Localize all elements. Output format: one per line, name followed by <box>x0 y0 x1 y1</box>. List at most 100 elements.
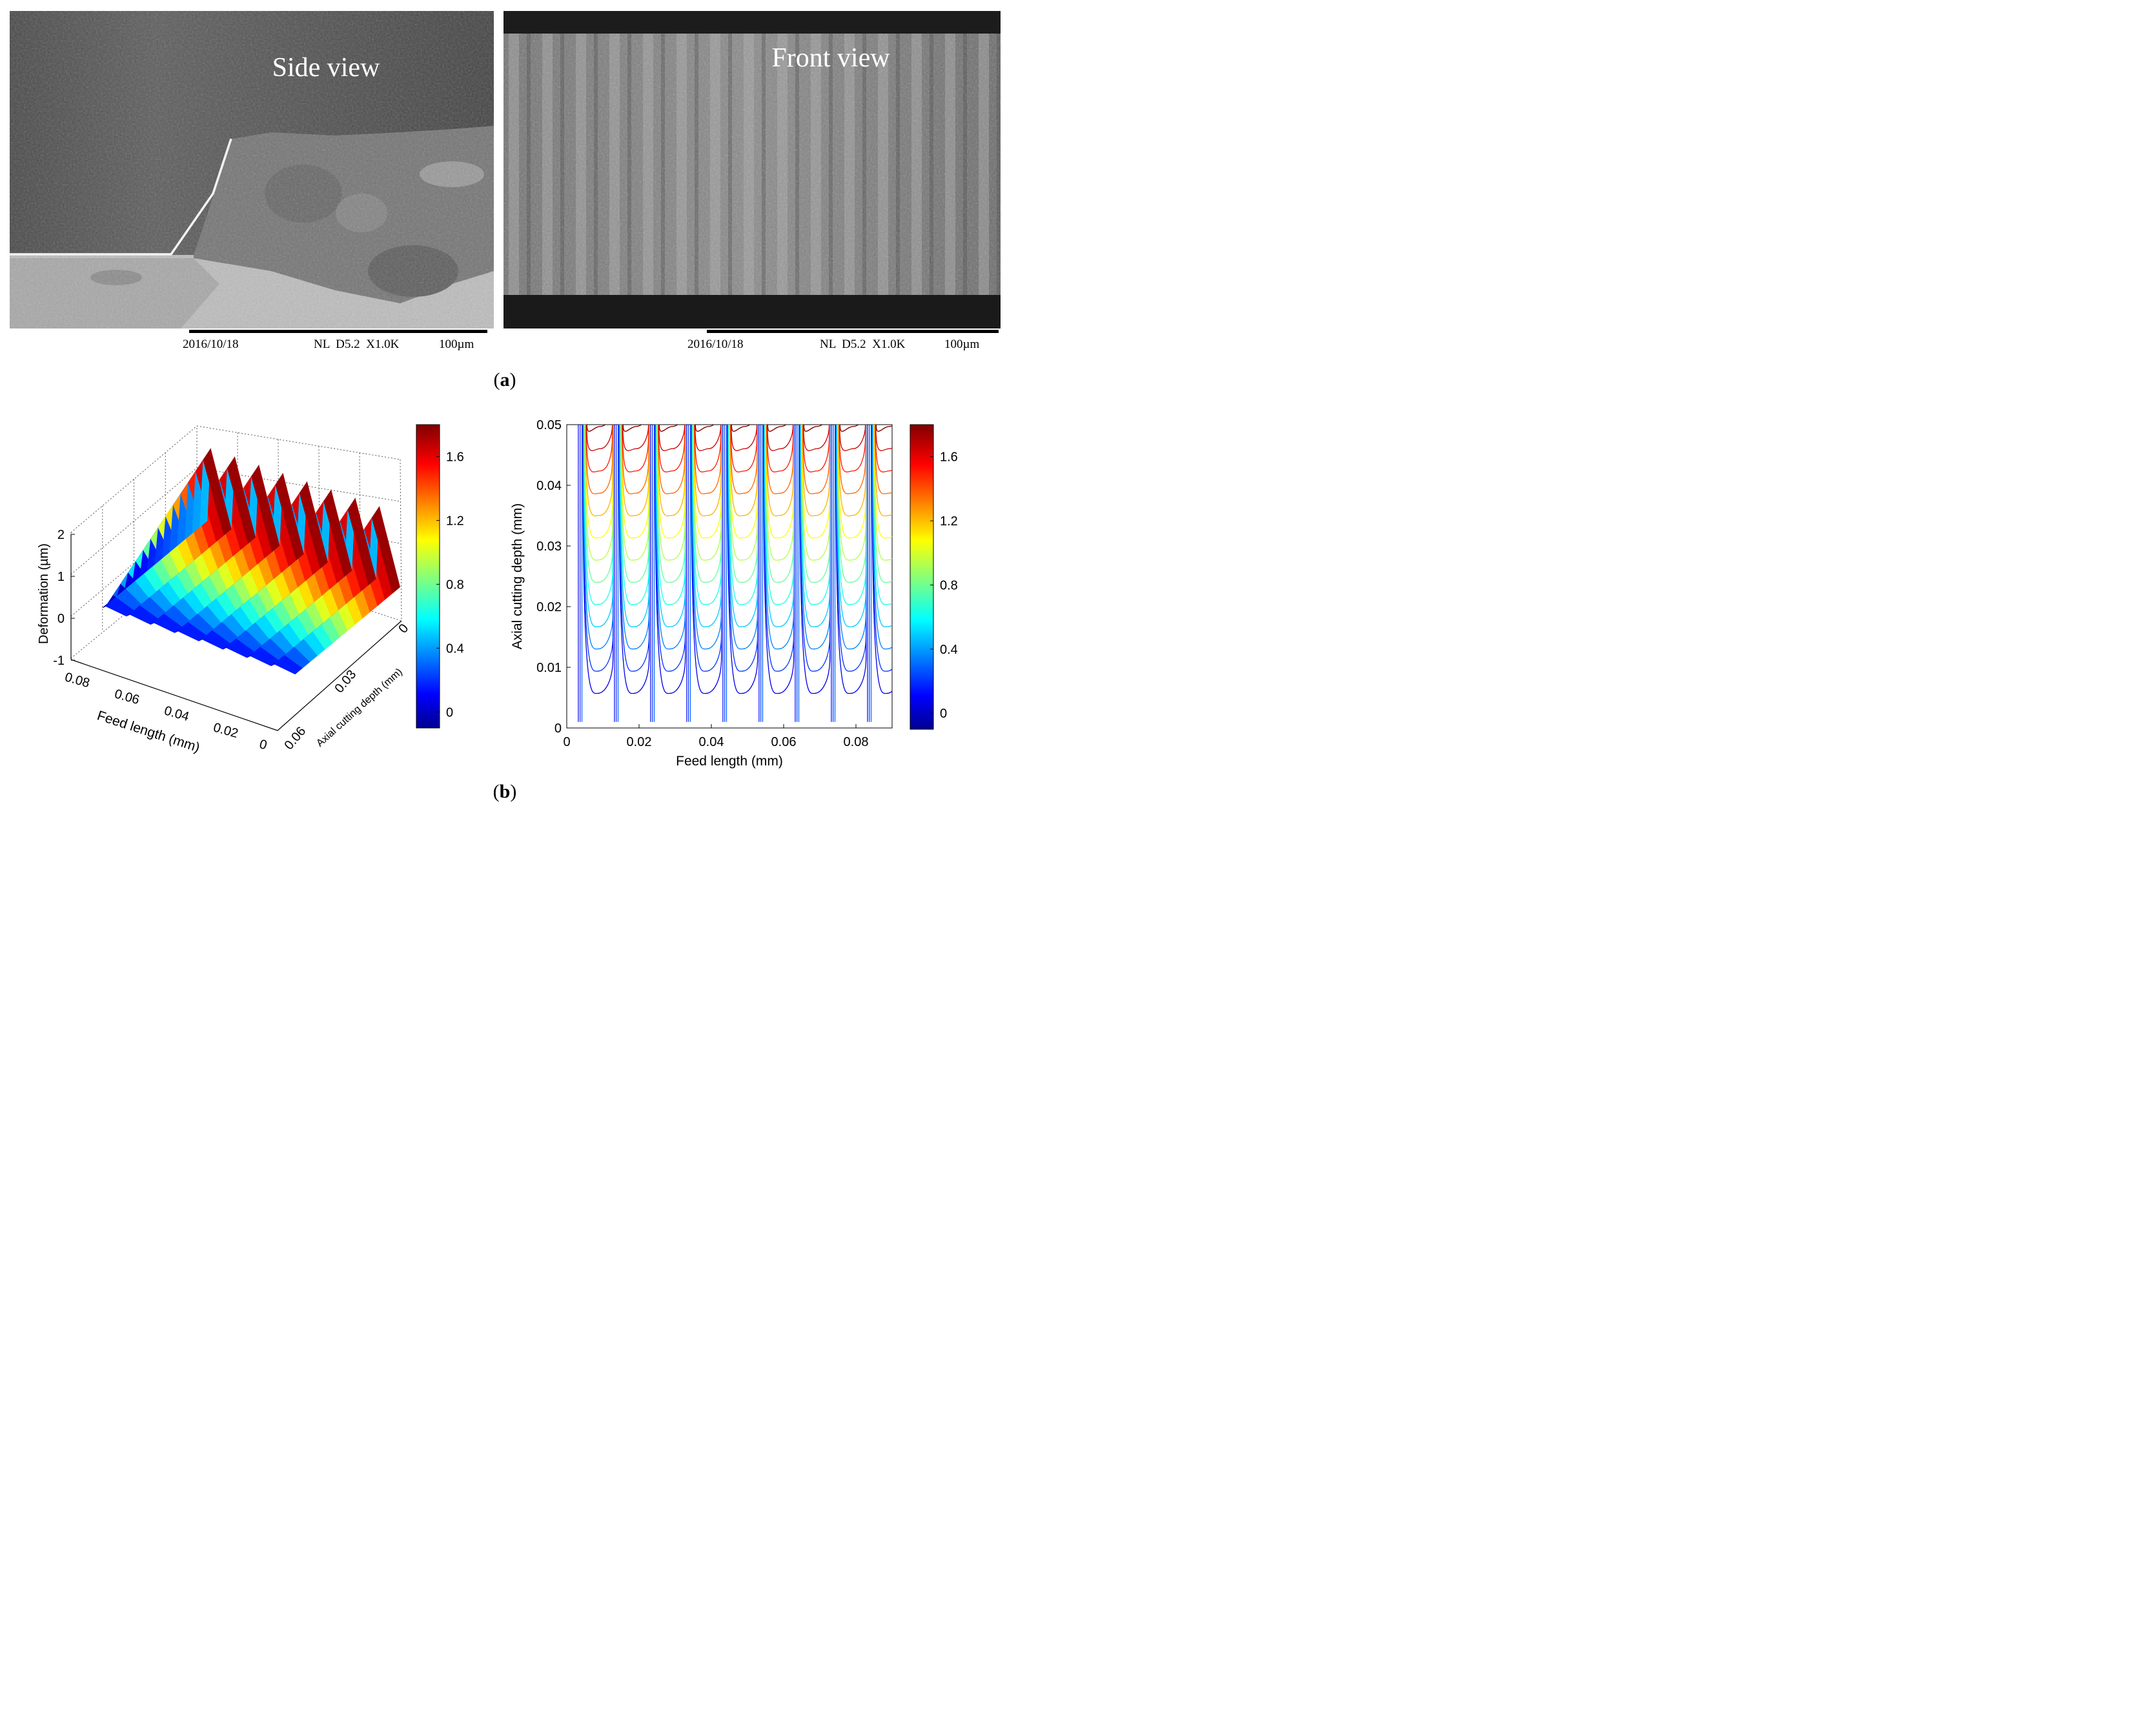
contour-level-line <box>619 425 650 627</box>
contour-level-line <box>839 425 866 432</box>
contour-level-line <box>729 425 758 516</box>
contour-level-line <box>658 425 686 494</box>
contour-colorbar <box>910 424 934 730</box>
contour-level-line <box>728 425 758 583</box>
panel-b-paren-open: ( <box>493 781 500 802</box>
contour-level-line <box>799 425 831 672</box>
contour-x-tick-label: 0.04 <box>699 735 724 749</box>
contour-level-line <box>692 425 722 605</box>
contour-level-line <box>803 425 829 432</box>
x-tick-label: 0 <box>258 737 269 752</box>
side-params: NL D5.2 X1.0K <box>314 338 400 351</box>
contour-level-line <box>692 425 722 583</box>
contour-level-line <box>621 425 649 516</box>
contour-level-line <box>582 425 614 694</box>
contour-level-line <box>620 425 649 583</box>
contour-level-line <box>873 425 892 561</box>
contour-level-line <box>656 425 686 539</box>
x-axis <box>70 659 278 731</box>
contour-y-tick-label: 0.03 <box>536 540 562 554</box>
contour-level-line <box>731 425 757 432</box>
contour-level-line <box>619 425 650 650</box>
surface-colorbar-tick-label: 1.6 <box>446 450 464 464</box>
contour-level-line <box>873 425 892 583</box>
front-date: 2016/10/18 <box>687 338 744 351</box>
contour-level-line <box>727 425 758 627</box>
y-tick-label: 0 <box>396 621 411 636</box>
front-view-title: Front view <box>771 43 890 73</box>
z-tick-label: 1 <box>57 570 65 584</box>
x-tick-label: 0.04 <box>163 703 190 724</box>
contour-level-line <box>693 425 722 539</box>
contour-level-line <box>764 425 795 650</box>
contour-x-axis-label: Feed length (mm) <box>676 754 783 769</box>
contour-x-tick-label: 0 <box>563 735 570 749</box>
contour-y-tick-label: 0.05 <box>536 418 562 432</box>
contour-x-tick-label: 0.08 <box>844 735 869 749</box>
contour-level-line <box>586 425 613 451</box>
contour-level-line <box>766 425 794 516</box>
contour-level-line <box>693 425 722 561</box>
contour-level-line <box>873 425 892 605</box>
contour-x-tick-label: 0.02 <box>627 735 652 749</box>
contour-y-axis-label: Axial cutting depth (mm) <box>510 503 525 649</box>
contour-level-line <box>658 425 685 432</box>
contour-level-line <box>875 425 892 494</box>
contour-level-line <box>657 425 686 516</box>
contour-level-line <box>656 425 686 561</box>
contour-y-tick-label: 0.02 <box>536 600 562 614</box>
contour-level-line <box>618 425 650 694</box>
surface-colorbar <box>416 424 440 729</box>
tool-profile-line <box>10 138 232 256</box>
contour-level-line <box>658 425 686 451</box>
contour-level-line <box>765 425 794 561</box>
surface-facet <box>323 489 352 578</box>
contour-level-line <box>800 425 831 627</box>
surface-facet <box>299 481 329 569</box>
contour-level-line <box>622 425 649 432</box>
contour-level-line <box>875 425 892 451</box>
contour-level-line <box>586 425 613 432</box>
contour-level-line <box>767 425 793 432</box>
surface-facet <box>203 448 232 536</box>
contour-level-line <box>658 425 686 472</box>
contour-level-line <box>836 425 867 627</box>
contour-level-line <box>620 425 649 561</box>
contour-level-line <box>622 425 649 472</box>
contour-level-line <box>801 425 830 561</box>
surface-facet <box>251 465 280 552</box>
contour-level-line <box>800 425 830 605</box>
contour-level-line <box>694 425 722 472</box>
contour-level-line <box>656 425 686 583</box>
contour-level-line <box>836 425 867 650</box>
contour-level-line <box>873 425 892 539</box>
contour-level-line <box>764 425 794 583</box>
contour-level-line <box>727 425 758 650</box>
contour-level-line <box>837 425 866 605</box>
contour-level-line <box>690 425 722 694</box>
contour-level-line <box>763 425 795 672</box>
contour-level-line <box>585 425 613 494</box>
z-tick-label: 2 <box>57 528 65 542</box>
contour-level-line <box>801 425 830 539</box>
contour-level-line <box>802 425 830 516</box>
contour-level-line <box>802 425 830 494</box>
contour-level-line <box>584 425 613 583</box>
x-tick-label: 0.08 <box>63 670 91 691</box>
surface-colorbar-tick-label: 1.2 <box>446 514 464 528</box>
contour-level-line <box>764 425 795 627</box>
contour-level-line <box>803 425 830 451</box>
panel-a-letter: a <box>500 369 510 390</box>
contour-level-line <box>871 425 892 672</box>
contour-level-line <box>802 425 830 472</box>
contour-level-line <box>839 425 866 451</box>
contour-level-line <box>694 425 722 494</box>
contour-level-line <box>726 425 758 694</box>
contour-level-line <box>835 425 867 694</box>
contour-level-line <box>583 425 614 627</box>
side-view-title: Side view <box>272 53 380 83</box>
contour-level-line <box>693 425 722 516</box>
panel-a-label: (a) <box>494 369 516 390</box>
contour-level-line <box>731 425 758 451</box>
contour-level-line <box>655 425 686 650</box>
